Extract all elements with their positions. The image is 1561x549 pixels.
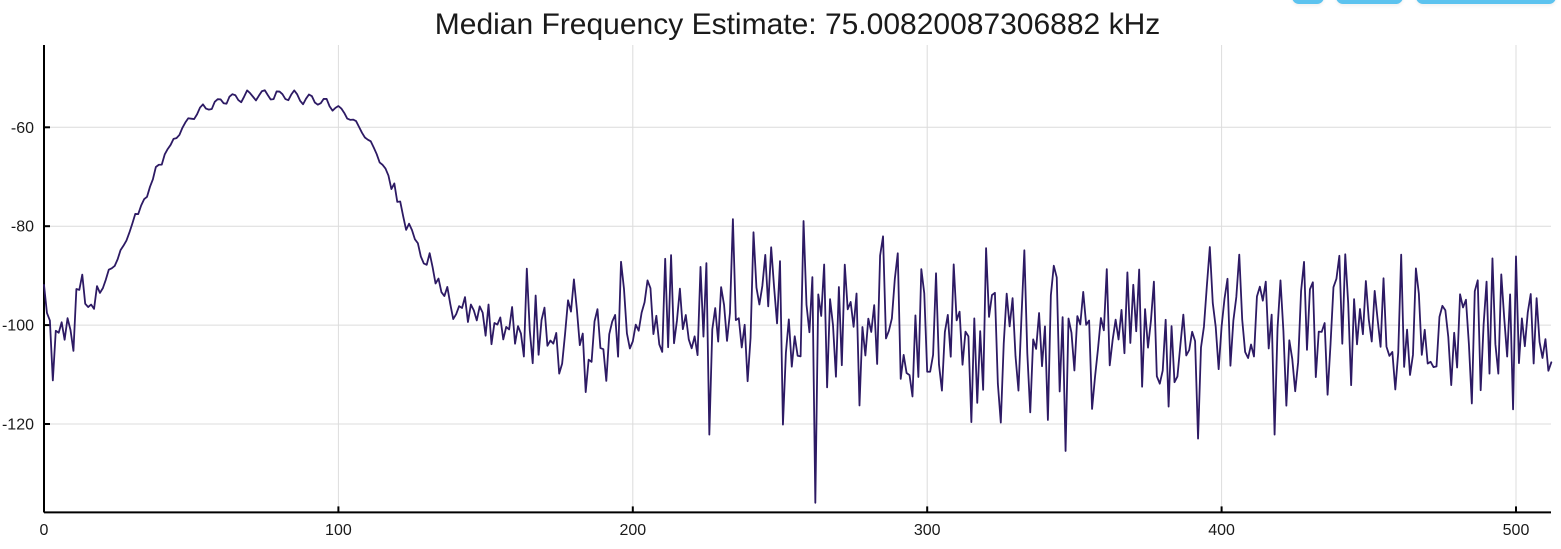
svg-text:-80: -80 — [11, 219, 34, 236]
svg-text:400: 400 — [1208, 522, 1235, 539]
svg-text:-100: -100 — [2, 318, 34, 335]
svg-text:500: 500 — [1503, 522, 1530, 539]
svg-text:-120: -120 — [2, 417, 34, 434]
svg-text:Median Frequency Estimate: 75.: Median Frequency Estimate: 75.0082008730… — [435, 8, 1160, 41]
svg-text:-60: -60 — [11, 120, 34, 137]
svg-text:0: 0 — [40, 522, 49, 539]
svg-text:100: 100 — [325, 522, 352, 539]
svg-text:300: 300 — [914, 522, 941, 539]
svg-text:200: 200 — [619, 522, 646, 539]
